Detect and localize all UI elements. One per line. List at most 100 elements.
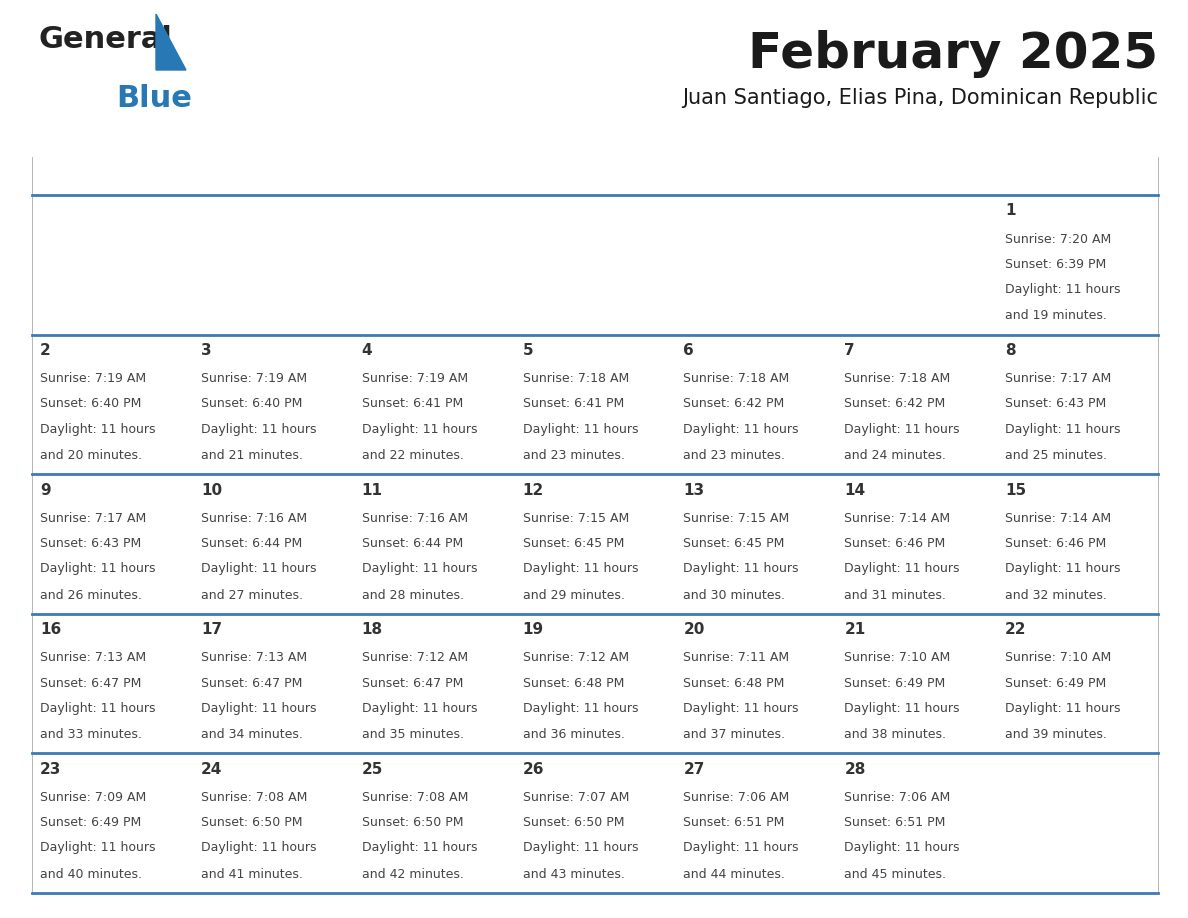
Text: Sunset: 6:47 PM: Sunset: 6:47 PM — [40, 677, 141, 689]
Text: Sunrise: 7:18 AM: Sunrise: 7:18 AM — [845, 373, 950, 386]
Text: Sunset: 6:45 PM: Sunset: 6:45 PM — [523, 537, 624, 550]
Text: and 39 minutes.: and 39 minutes. — [1005, 728, 1107, 741]
Text: 14: 14 — [845, 483, 865, 498]
Text: 18: 18 — [362, 622, 383, 637]
Text: 19: 19 — [523, 622, 544, 637]
Text: and 40 minutes.: and 40 minutes. — [40, 868, 143, 881]
Text: Daylight: 11 hours: Daylight: 11 hours — [1005, 562, 1120, 576]
Text: Daylight: 11 hours: Daylight: 11 hours — [362, 701, 478, 715]
Text: and 33 minutes.: and 33 minutes. — [40, 728, 141, 741]
Text: 9: 9 — [40, 483, 51, 498]
Text: Daylight: 11 hours: Daylight: 11 hours — [845, 842, 960, 855]
Text: and 32 minutes.: and 32 minutes. — [1005, 588, 1107, 601]
Text: and 42 minutes.: and 42 minutes. — [362, 868, 463, 881]
Text: Sunrise: 7:12 AM: Sunrise: 7:12 AM — [523, 652, 628, 665]
Text: Sunrise: 7:17 AM: Sunrise: 7:17 AM — [1005, 373, 1112, 386]
Text: and 44 minutes.: and 44 minutes. — [683, 868, 785, 881]
Text: 4: 4 — [362, 343, 372, 358]
Text: Sunset: 6:48 PM: Sunset: 6:48 PM — [523, 677, 624, 689]
Text: Sunset: 6:41 PM: Sunset: 6:41 PM — [523, 397, 624, 410]
Text: Sunrise: 7:18 AM: Sunrise: 7:18 AM — [523, 373, 628, 386]
Text: Wednesday: Wednesday — [524, 169, 623, 184]
Text: Sunset: 6:41 PM: Sunset: 6:41 PM — [362, 397, 463, 410]
Text: Sunrise: 7:09 AM: Sunrise: 7:09 AM — [40, 791, 146, 804]
Text: Daylight: 11 hours: Daylight: 11 hours — [40, 842, 156, 855]
Text: and 31 minutes.: and 31 minutes. — [845, 588, 946, 601]
Text: 2: 2 — [40, 343, 51, 358]
Text: 5: 5 — [523, 343, 533, 358]
Text: Sunset: 6:49 PM: Sunset: 6:49 PM — [845, 677, 946, 689]
Text: Daylight: 11 hours: Daylight: 11 hours — [40, 562, 156, 576]
Text: 11: 11 — [362, 483, 383, 498]
Text: and 37 minutes.: and 37 minutes. — [683, 728, 785, 741]
Text: Thursday: Thursday — [685, 169, 764, 184]
Text: and 36 minutes.: and 36 minutes. — [523, 728, 625, 741]
Text: Sunrise: 7:10 AM: Sunrise: 7:10 AM — [845, 652, 950, 665]
Text: and 35 minutes.: and 35 minutes. — [362, 728, 463, 741]
Text: Sunrise: 7:12 AM: Sunrise: 7:12 AM — [362, 652, 468, 665]
Text: and 45 minutes.: and 45 minutes. — [845, 868, 947, 881]
Text: Sunrise: 7:19 AM: Sunrise: 7:19 AM — [201, 373, 307, 386]
Text: Daylight: 11 hours: Daylight: 11 hours — [523, 422, 638, 435]
Text: and 43 minutes.: and 43 minutes. — [523, 868, 625, 881]
Text: Daylight: 11 hours: Daylight: 11 hours — [1005, 701, 1120, 715]
Text: Daylight: 11 hours: Daylight: 11 hours — [683, 562, 800, 576]
Text: Friday: Friday — [846, 169, 898, 184]
Text: Sunset: 6:39 PM: Sunset: 6:39 PM — [1005, 258, 1106, 271]
Text: 26: 26 — [523, 762, 544, 777]
Text: Daylight: 11 hours: Daylight: 11 hours — [201, 701, 316, 715]
Text: Sunset: 6:40 PM: Sunset: 6:40 PM — [40, 397, 141, 410]
Text: 12: 12 — [523, 483, 544, 498]
Text: Sunrise: 7:19 AM: Sunrise: 7:19 AM — [40, 373, 146, 386]
Text: 28: 28 — [845, 762, 866, 777]
Text: Sunrise: 7:14 AM: Sunrise: 7:14 AM — [1005, 512, 1111, 525]
Text: Sunrise: 7:15 AM: Sunrise: 7:15 AM — [683, 512, 790, 525]
Text: February 2025: February 2025 — [748, 30, 1158, 78]
Text: Sunset: 6:48 PM: Sunset: 6:48 PM — [683, 677, 785, 689]
Polygon shape — [156, 14, 187, 70]
Text: Sunset: 6:51 PM: Sunset: 6:51 PM — [845, 816, 946, 829]
Text: Sunset: 6:50 PM: Sunset: 6:50 PM — [523, 816, 624, 829]
Text: Tuesday: Tuesday — [364, 169, 434, 184]
Text: Sunrise: 7:16 AM: Sunrise: 7:16 AM — [201, 512, 307, 525]
Text: and 21 minutes.: and 21 minutes. — [201, 449, 303, 462]
Text: Juan Santiago, Elias Pina, Dominican Republic: Juan Santiago, Elias Pina, Dominican Rep… — [682, 88, 1158, 108]
Text: and 26 minutes.: and 26 minutes. — [40, 588, 141, 601]
Text: Sunset: 6:50 PM: Sunset: 6:50 PM — [201, 816, 303, 829]
Text: 23: 23 — [40, 762, 62, 777]
Text: and 19 minutes.: and 19 minutes. — [1005, 309, 1107, 322]
Text: Daylight: 11 hours: Daylight: 11 hours — [523, 842, 638, 855]
Text: Daylight: 11 hours: Daylight: 11 hours — [40, 701, 156, 715]
Text: Sunrise: 7:08 AM: Sunrise: 7:08 AM — [362, 791, 468, 804]
Text: and 27 minutes.: and 27 minutes. — [201, 588, 303, 601]
Text: Daylight: 11 hours: Daylight: 11 hours — [683, 422, 800, 435]
Text: Daylight: 11 hours: Daylight: 11 hours — [362, 562, 478, 576]
Text: 7: 7 — [845, 343, 855, 358]
Text: Sunrise: 7:20 AM: Sunrise: 7:20 AM — [1005, 232, 1112, 246]
Text: 21: 21 — [845, 622, 866, 637]
Text: Daylight: 11 hours: Daylight: 11 hours — [362, 422, 478, 435]
Text: and 30 minutes.: and 30 minutes. — [683, 588, 785, 601]
Text: Sunrise: 7:16 AM: Sunrise: 7:16 AM — [362, 512, 468, 525]
Text: 22: 22 — [1005, 622, 1026, 637]
Text: Sunrise: 7:06 AM: Sunrise: 7:06 AM — [683, 791, 790, 804]
Text: Daylight: 11 hours: Daylight: 11 hours — [201, 562, 316, 576]
Text: Daylight: 11 hours: Daylight: 11 hours — [845, 562, 960, 576]
Text: and 23 minutes.: and 23 minutes. — [523, 449, 625, 462]
Text: Blue: Blue — [116, 84, 192, 113]
Text: Sunset: 6:42 PM: Sunset: 6:42 PM — [683, 397, 785, 410]
Text: Sunrise: 7:17 AM: Sunrise: 7:17 AM — [40, 512, 146, 525]
Text: Sunrise: 7:13 AM: Sunrise: 7:13 AM — [201, 652, 307, 665]
Text: 16: 16 — [40, 622, 62, 637]
Text: and 29 minutes.: and 29 minutes. — [523, 588, 625, 601]
Text: Daylight: 11 hours: Daylight: 11 hours — [845, 701, 960, 715]
Text: 17: 17 — [201, 622, 222, 637]
Text: Daylight: 11 hours: Daylight: 11 hours — [201, 422, 316, 435]
Text: Sunrise: 7:15 AM: Sunrise: 7:15 AM — [523, 512, 628, 525]
Text: Sunrise: 7:08 AM: Sunrise: 7:08 AM — [201, 791, 308, 804]
Text: Sunset: 6:44 PM: Sunset: 6:44 PM — [362, 537, 463, 550]
Text: Sunset: 6:47 PM: Sunset: 6:47 PM — [362, 677, 463, 689]
Text: Saturday: Saturday — [1006, 169, 1085, 184]
Text: Sunday: Sunday — [42, 169, 105, 184]
Text: 24: 24 — [201, 762, 222, 777]
